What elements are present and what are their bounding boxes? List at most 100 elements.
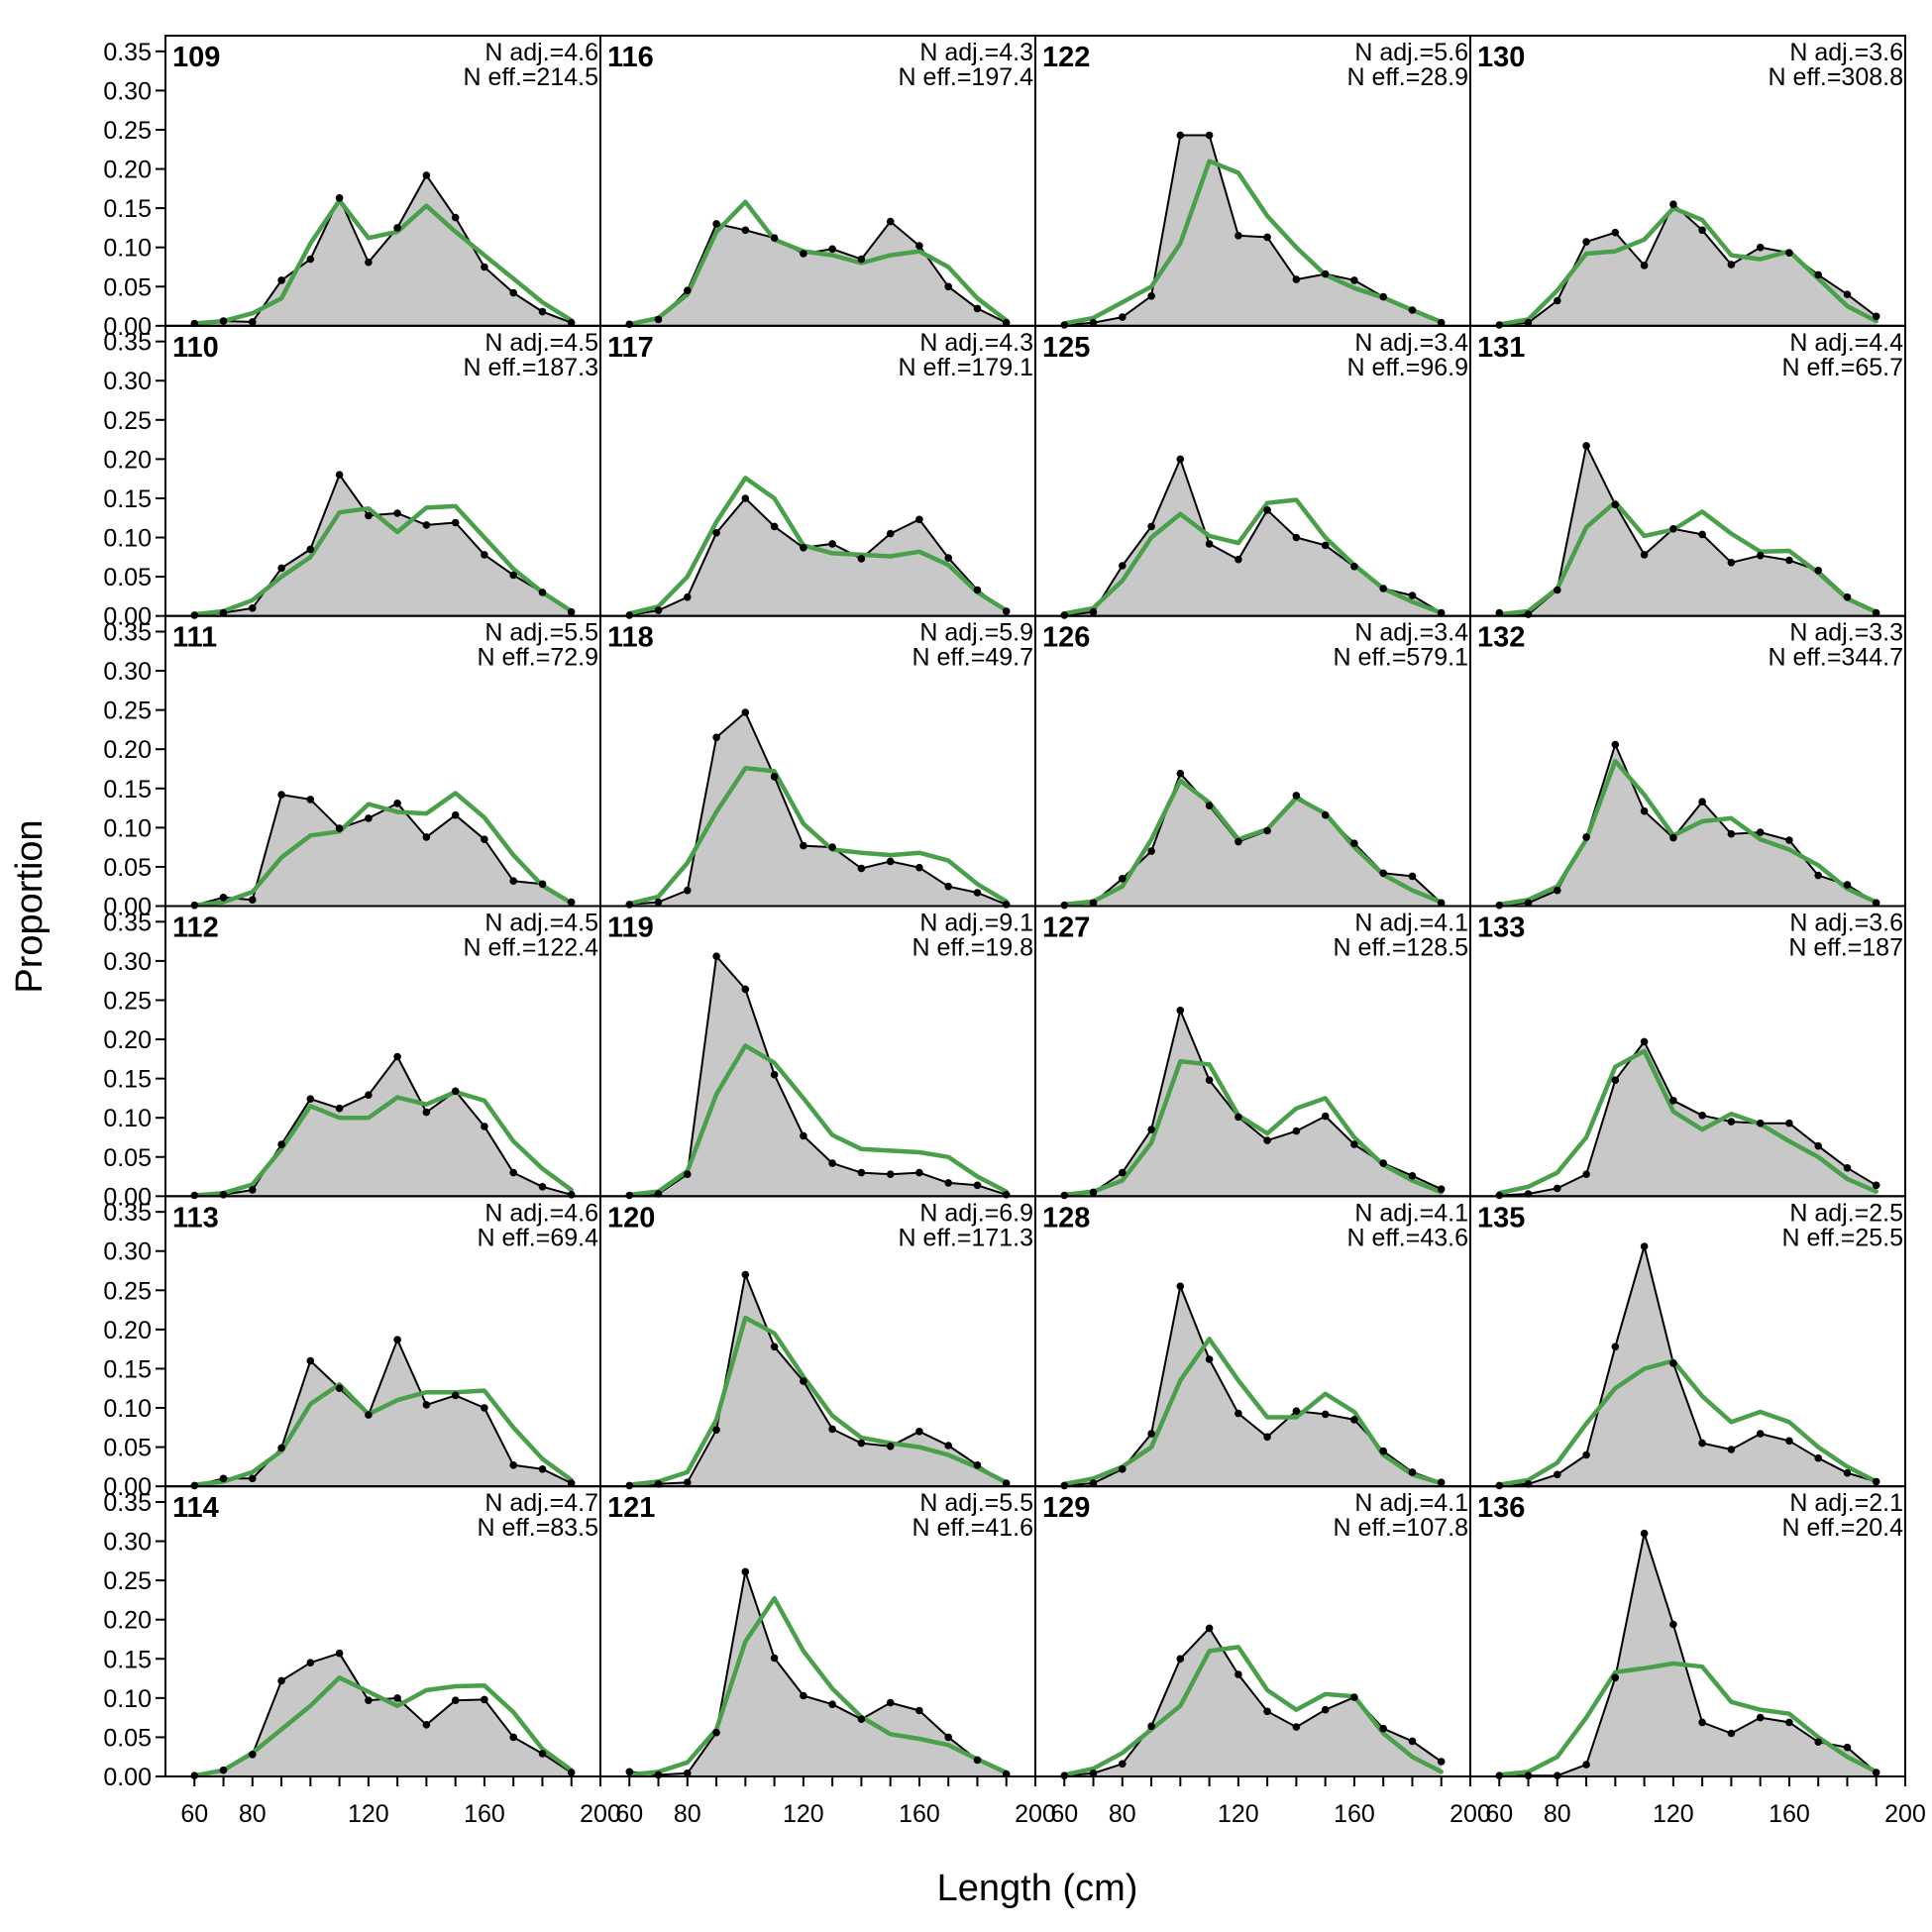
panel-label: 129 bbox=[1042, 1492, 1090, 1524]
y-axis-title: Proportion bbox=[9, 819, 51, 993]
observed-point bbox=[1119, 1168, 1127, 1177]
observed-point bbox=[1321, 1705, 1330, 1714]
observed-point bbox=[741, 226, 750, 235]
observed-point bbox=[654, 315, 663, 324]
panel-label: 114 bbox=[172, 1492, 219, 1524]
panel-135: 135 N adj.=2.5N eff.=25.5 bbox=[1469, 1195, 1906, 1490]
panel-122: 122 N adj.=5.6N eff.=28.9 bbox=[1034, 35, 1471, 329]
observed-point bbox=[915, 242, 923, 250]
observed-point bbox=[684, 1170, 692, 1178]
n-eff-label: N eff.=128.5 bbox=[1334, 934, 1468, 962]
n-eff-label: N eff.=28.9 bbox=[1346, 63, 1468, 91]
observed-point bbox=[654, 606, 663, 614]
panel-label: 118 bbox=[607, 622, 654, 654]
observed-point bbox=[770, 773, 779, 781]
panel-112: 112 N adj.=4.5N eff.=122.4 bbox=[164, 905, 601, 1200]
observed-area-111 bbox=[194, 795, 572, 907]
observed-point bbox=[712, 733, 720, 742]
n-adj-label: N adj.=9.1 bbox=[919, 910, 1033, 937]
observed-area-113 bbox=[194, 1340, 572, 1487]
observed-point bbox=[1785, 1119, 1793, 1127]
panel-label: 125 bbox=[1042, 332, 1090, 364]
panel-label: 120 bbox=[607, 1202, 655, 1234]
observed-point bbox=[335, 1104, 344, 1113]
observed-point bbox=[1756, 1430, 1765, 1438]
observed-point bbox=[277, 564, 285, 573]
observed-point bbox=[741, 494, 750, 502]
observed-point bbox=[1205, 131, 1214, 140]
y-axis: 0.000.050.100.150.200.250.300.350.000.05… bbox=[103, 39, 165, 1791]
observed-point bbox=[770, 234, 779, 242]
observed-point bbox=[1814, 1738, 1822, 1746]
observed-point bbox=[857, 1439, 866, 1448]
n-adj-label: N adj.=4.3 bbox=[919, 39, 1033, 66]
observed-area-114 bbox=[194, 1653, 572, 1776]
panel-label: 109 bbox=[172, 42, 220, 73]
observed-point bbox=[1350, 1416, 1358, 1424]
observed-point bbox=[800, 1377, 807, 1385]
observed-point bbox=[1756, 828, 1765, 836]
observed-point bbox=[277, 1140, 285, 1148]
y-tick-label: 0.30 bbox=[103, 77, 152, 105]
observed-point bbox=[712, 1728, 720, 1737]
observed-point bbox=[886, 1698, 895, 1707]
observed-point bbox=[857, 864, 866, 873]
observed-point bbox=[1582, 1450, 1590, 1459]
observed-point bbox=[1554, 296, 1561, 305]
observed-point bbox=[509, 1461, 517, 1469]
observed-point bbox=[1234, 232, 1242, 240]
panel-label: 119 bbox=[607, 912, 654, 944]
n-eff-label: N eff.=579.1 bbox=[1334, 644, 1468, 672]
panel-label: 127 bbox=[1042, 912, 1090, 944]
observed-point bbox=[393, 800, 401, 807]
observed-point bbox=[944, 882, 952, 891]
observed-point bbox=[886, 1170, 895, 1178]
observed-point bbox=[944, 1179, 952, 1187]
observed-point bbox=[1119, 875, 1127, 883]
observed-point bbox=[481, 1695, 488, 1704]
observed-point bbox=[800, 544, 807, 552]
observed-point bbox=[1669, 200, 1677, 208]
panel-label: 112 bbox=[172, 912, 219, 944]
y-tick-label: 0.20 bbox=[103, 1317, 152, 1344]
observed-point bbox=[451, 810, 460, 819]
observed-point bbox=[567, 1479, 576, 1487]
n-eff-label: N eff.=65.7 bbox=[1781, 354, 1903, 381]
observed-point bbox=[915, 1168, 923, 1177]
n-adj-label: N adj.=2.1 bbox=[1789, 1489, 1903, 1517]
observed-point bbox=[1350, 276, 1358, 284]
y-tick-label: 0.05 bbox=[103, 1144, 152, 1172]
observed-point bbox=[422, 1401, 431, 1409]
observed-point bbox=[1756, 1713, 1765, 1722]
observed-area-131 bbox=[1499, 445, 1877, 616]
n-eff-label: N eff.=197.4 bbox=[899, 63, 1034, 91]
x-tick-label: 160 bbox=[464, 1800, 505, 1828]
observed-point bbox=[306, 796, 315, 804]
observed-point bbox=[365, 1411, 373, 1419]
expected-line-120 bbox=[627, 1315, 1009, 1487]
observed-point bbox=[1408, 1737, 1417, 1746]
observed-point bbox=[1321, 1410, 1330, 1419]
observed-point bbox=[481, 551, 488, 559]
observed-point bbox=[306, 545, 315, 554]
observed-point bbox=[857, 1715, 866, 1723]
observed-point bbox=[1437, 608, 1446, 617]
observed-point bbox=[1843, 881, 1852, 889]
observed-point bbox=[509, 288, 517, 297]
n-adj-label: N adj.=4.5 bbox=[484, 329, 598, 357]
observed-point bbox=[1582, 238, 1590, 246]
panel-116: 116 N adj.=4.3N eff.=197.4 bbox=[599, 35, 1036, 329]
expected-line-114 bbox=[192, 1675, 574, 1778]
observed-point bbox=[1205, 802, 1214, 809]
observed-point bbox=[886, 217, 895, 226]
n-eff-label: N eff.=96.9 bbox=[1346, 354, 1468, 381]
n-eff-label: N eff.=107.8 bbox=[1334, 1514, 1468, 1542]
panel-114: 114 N adj.=4.7N eff.=83.5 bbox=[164, 1485, 601, 1779]
n-eff-label: N eff.=171.3 bbox=[899, 1224, 1033, 1251]
y-tick-label: 0.10 bbox=[103, 1685, 152, 1713]
y-tick-label: 0.00 bbox=[103, 1183, 152, 1211]
observed-line-119 bbox=[629, 955, 1008, 1197]
observed-point bbox=[219, 1191, 228, 1199]
observed-point bbox=[335, 471, 344, 480]
observed-point bbox=[1089, 1770, 1098, 1777]
